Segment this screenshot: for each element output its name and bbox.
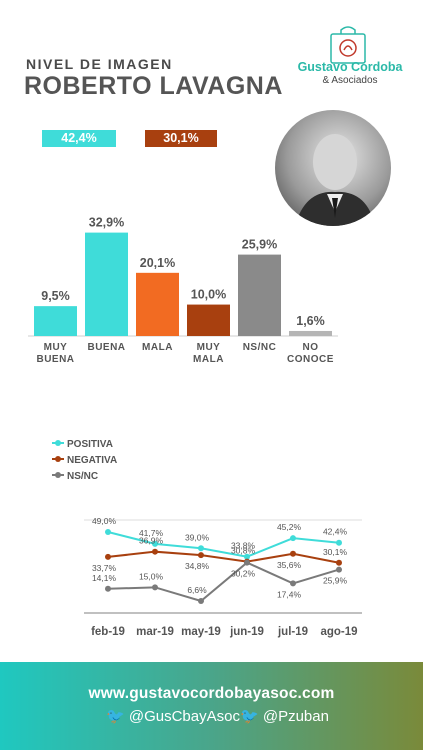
website-link[interactable]: www.gustavocordobayasoc.com	[88, 685, 335, 702]
logo-name: Gustavo Córdoba	[297, 60, 403, 74]
data-label: 6,6%	[187, 585, 207, 595]
bar-category-label: NO	[303, 342, 319, 353]
image-trend-line-chart: POSITIVA NEGATIVA NS/NC feb-19 mar-19 may-19 j…	[52, 439, 362, 638]
bar-category-label: MUY	[44, 342, 68, 353]
data-label: 30,8%	[231, 546, 256, 556]
bar-category-label: BUENA	[36, 354, 74, 365]
portrait-silhouette	[295, 134, 375, 226]
chart-subtitle: NIVEL DE IMAGEN	[26, 56, 173, 72]
twitter-handle-2-label: @Pzuban	[262, 708, 329, 725]
bar	[187, 304, 230, 336]
bar-value-label: 10,0%	[191, 288, 226, 302]
bar-category-label: BUENA	[87, 342, 125, 353]
x-tick-label: ago-19	[320, 626, 357, 638]
bar-value-label: 9,5%	[41, 289, 70, 303]
data-label: 45,2%	[277, 522, 302, 532]
legend-marker	[55, 472, 61, 478]
x-tick-label: feb-19	[91, 626, 125, 638]
twitter-handle-2[interactable]: 🐦 @Pzuban	[240, 707, 329, 725]
bar	[238, 254, 281, 336]
data-point	[198, 545, 204, 552]
image-bar-chart: 9,5%MUYBUENA32,9%BUENA20,1%MALA10,0%MUYM…	[28, 216, 338, 365]
bar-value-label: 32,9%	[89, 216, 124, 230]
data-point	[290, 580, 296, 587]
x-tick-label: jun-19	[229, 626, 264, 638]
data-point	[336, 539, 342, 546]
data-point	[105, 529, 111, 535]
series-line	[107, 531, 340, 558]
logo-subtitle: & Asociados	[322, 75, 378, 86]
twitter-handle-1-label: @GusCbayAsoc	[128, 708, 240, 725]
x-tick-label: mar-19	[136, 626, 174, 638]
legend-label: POSITIVA	[67, 439, 113, 450]
data-point	[290, 535, 296, 542]
data-label: 33,8%	[231, 541, 256, 551]
legend-marker	[55, 440, 61, 446]
twitter-handle-1[interactable]: 🐦 @GusCbayAsoc	[106, 707, 240, 725]
data-label: 34,8%	[185, 561, 210, 571]
data-point	[105, 553, 111, 560]
bar-value-label: 25,9%	[242, 238, 277, 252]
chart-title: ROBERTO LAVAGNA	[24, 72, 283, 100]
data-label: 39,0%	[185, 532, 210, 542]
series-line	[107, 550, 340, 564]
legend-label: NEGATIVA	[67, 455, 117, 466]
bar	[289, 330, 332, 336]
negative-total-badge: 30,1%	[145, 130, 217, 147]
bar-category-label: MUY	[197, 342, 221, 353]
logo-bag-icon	[330, 26, 366, 64]
data-label: 49,0%	[92, 516, 117, 526]
data-point	[152, 584, 158, 591]
data-point	[336, 566, 342, 573]
positive-total-badge: 42,4%	[42, 130, 116, 147]
data-point	[290, 550, 296, 557]
x-tick-label: jul-19	[277, 626, 308, 638]
data-label: 25,9%	[323, 576, 348, 586]
data-point	[198, 552, 204, 559]
legend-label: NS/NC	[67, 471, 98, 482]
data-point	[105, 585, 111, 592]
data-label: 36,9%	[139, 536, 164, 546]
data-point	[336, 559, 342, 566]
legend-marker	[55, 456, 61, 462]
bar-category-label: CONOCE	[287, 354, 334, 365]
logo	[330, 26, 366, 64]
data-label: 35,6%	[277, 560, 302, 570]
bar-category-label: MALA	[142, 342, 173, 353]
data-label: 30,2%	[231, 569, 256, 579]
data-label: 15,0%	[139, 571, 164, 581]
data-label: 30,1%	[323, 547, 348, 557]
data-label: 17,4%	[277, 589, 302, 599]
data-point	[198, 598, 204, 604]
bar-value-label: 20,1%	[140, 256, 175, 270]
x-tick-label: may-19	[181, 626, 221, 638]
footer-band	[0, 662, 423, 750]
candidate-photo	[275, 110, 391, 226]
bar-category-label: MALA	[193, 354, 224, 365]
data-label: 41,7%	[139, 528, 164, 538]
data-point	[152, 540, 158, 547]
data-point	[152, 548, 158, 555]
data-label: 33,7%	[92, 563, 117, 573]
series-line	[107, 561, 340, 603]
bar-value-label: 1,6%	[296, 314, 325, 328]
twitter-bird-icon: 🐦	[106, 708, 125, 725]
bar	[85, 232, 128, 336]
data-point	[244, 553, 250, 560]
data-label: 42,4%	[323, 527, 348, 537]
bar	[34, 306, 77, 336]
data-label: 14,1%	[92, 573, 117, 583]
twitter-bird-icon: 🐦	[240, 708, 259, 725]
bar-category-label: NS/NC	[243, 342, 277, 353]
data-point	[244, 559, 250, 566]
bar	[136, 272, 179, 336]
